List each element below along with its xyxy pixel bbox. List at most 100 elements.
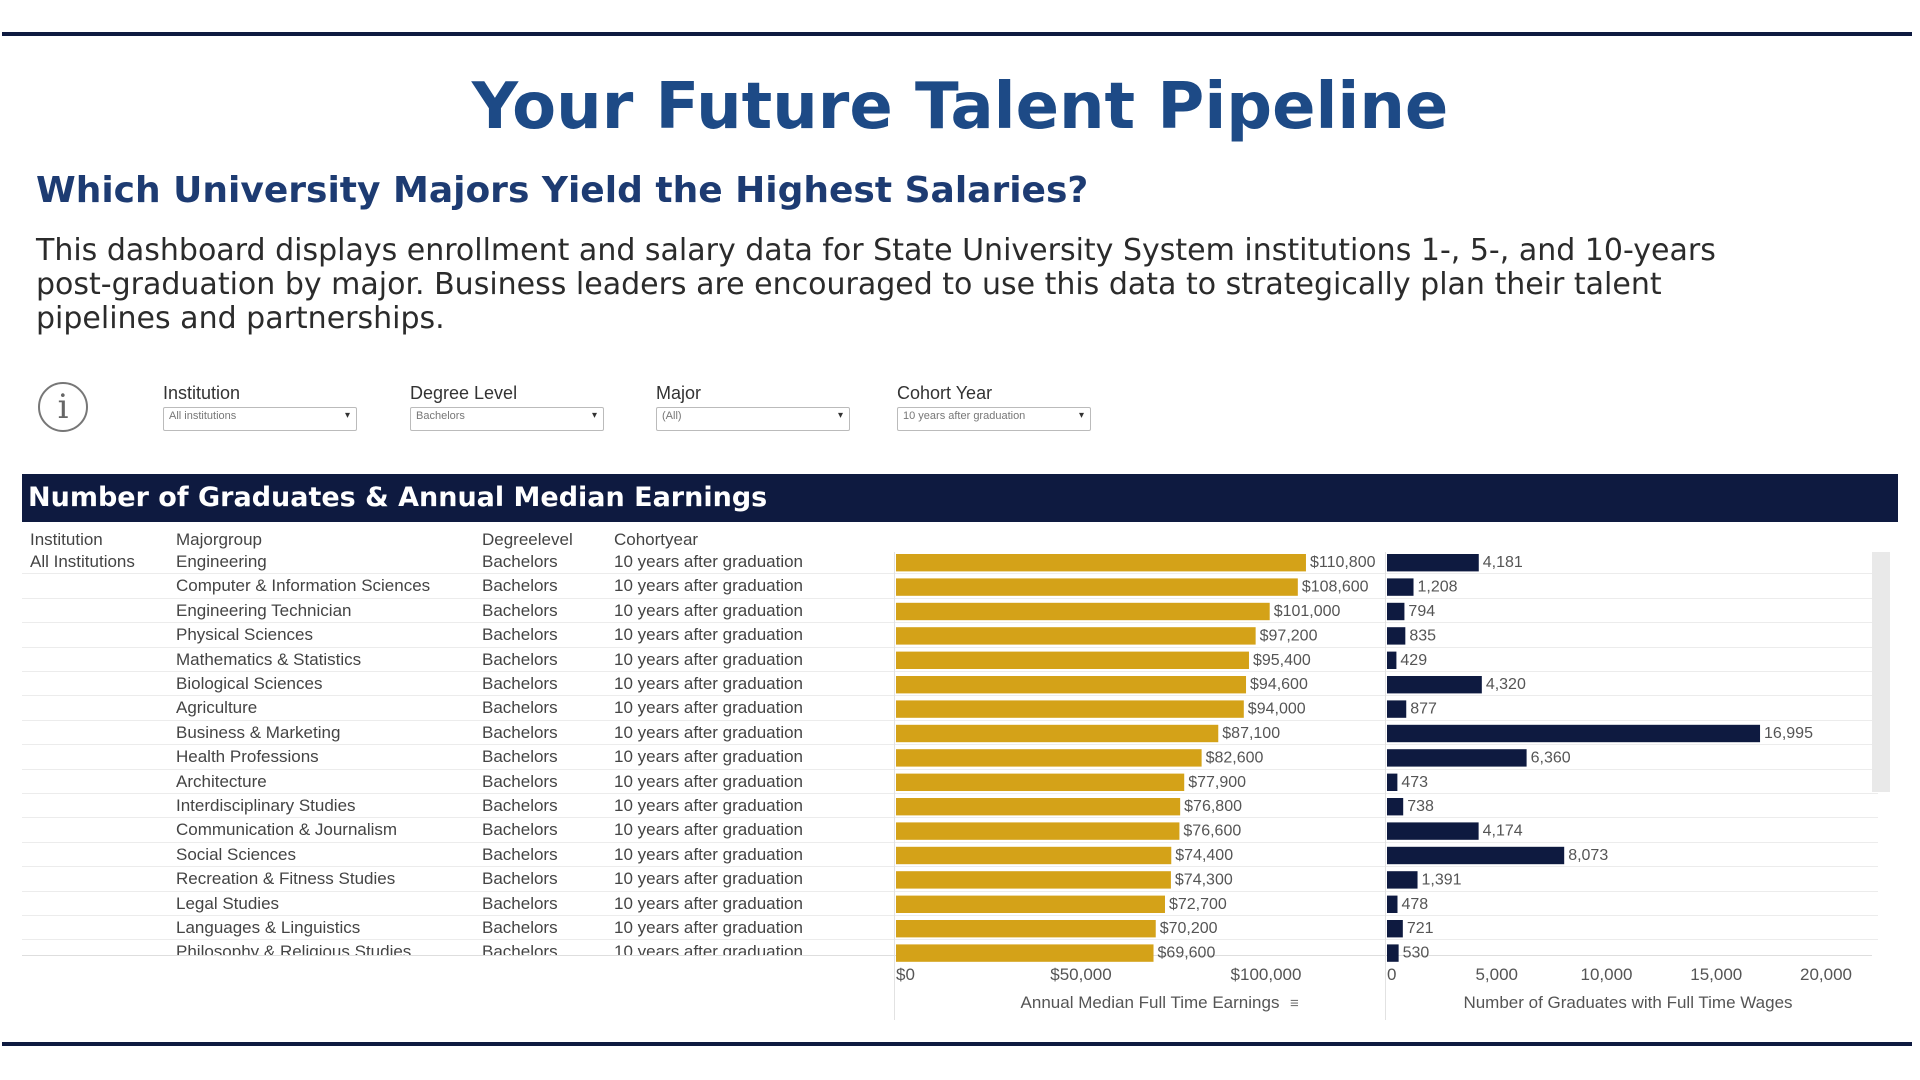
- degreelevel-cell: Bachelors: [482, 918, 558, 937]
- chevron-down-icon: ▾: [837, 410, 843, 421]
- cohortyear-cell: 10 years after graduation: [614, 698, 804, 718]
- majorgroup-cell[interactable]: Languages & Linguistics: [176, 918, 361, 937]
- column-header-degreelevel[interactable]: Degreelevel: [482, 530, 573, 549]
- table-scrollbar[interactable]: [1872, 552, 1890, 792]
- majorgroup-cell[interactable]: Mathematics & Statistics: [176, 649, 362, 669]
- majorgroup-cell[interactable]: Biological Sciences: [176, 674, 323, 693]
- degree-level-dropdown[interactable]: Bachelors ▾: [410, 407, 604, 431]
- graduates-tick-label: 5,000: [1475, 965, 1518, 984]
- cohortyear-cell: 10 years after graduation: [614, 552, 804, 571]
- degreelevel-cell: Bachelors: [482, 844, 558, 864]
- degreelevel-cell: Bachelors: [482, 893, 558, 913]
- major-dropdown-value: (All): [662, 410, 682, 422]
- majorgroup-cell[interactable]: Recreation & Fitness Studies: [176, 869, 396, 889]
- degreelevel-cell: Bachelors: [482, 722, 558, 742]
- table-row: Health Professions Bachelors 10 years afte…: [22, 745, 1878, 770]
- table-row: Architecture Bachelors 10 years after grad…: [22, 770, 1878, 794]
- degreelevel-cell: Bachelors: [482, 600, 558, 620]
- filter-cohort-year: Cohort Year 10 years after graduation ▾: [897, 383, 1091, 431]
- column-header-institution[interactable]: Institution: [30, 530, 103, 549]
- table-row: Communication & Journalism Bachelors 10 ye…: [22, 818, 1878, 843]
- institution-dropdown-value: All institutions: [169, 410, 237, 422]
- table-row: Languages & Linguistics Bachelors 10 years…: [22, 916, 1878, 941]
- majorgroup-cell[interactable]: Health Professions: [176, 747, 319, 767]
- cohort-year-dropdown-value: 10 years after graduation: [903, 410, 1026, 422]
- majorgroup-cell[interactable]: Computer & Information Sciences: [176, 576, 431, 596]
- chevron-down-icon: ▾: [591, 410, 597, 421]
- column-header-majorgroup[interactable]: Majorgroup: [176, 530, 262, 549]
- cohortyear-cell: 10 years after graduation: [614, 771, 804, 791]
- cohortyear-cell: 10 years after graduation: [614, 844, 804, 864]
- earnings-tick-label: $100,000: [1231, 965, 1302, 984]
- page-description: This dashboard displays enrollment and s…: [36, 233, 1716, 336]
- cohortyear-cell: 10 years after graduation: [614, 820, 804, 840]
- page-title: Your Future Talent Pipeline: [471, 70, 1449, 144]
- major-dropdown[interactable]: (All) ▾: [656, 407, 850, 431]
- degreelevel-cell: Bachelors: [482, 576, 558, 596]
- majorgroup-cell[interactable]: Engineering: [176, 552, 267, 571]
- graduates-tick-label: 15,000: [1690, 965, 1742, 984]
- majorgroup-cell[interactable]: Physical Sciences: [176, 625, 314, 645]
- filter-degree-level: Degree Level Bachelors ▾: [410, 383, 604, 431]
- degreelevel-cell: Bachelors: [482, 625, 558, 645]
- majorgroup-cell[interactable]: Legal Studies: [176, 893, 280, 913]
- majorgroup-cell[interactable]: Agriculture: [176, 698, 258, 718]
- degreelevel-cell: Bachelors: [482, 869, 558, 889]
- top-rule: [2, 32, 1912, 36]
- section-header: Number of Graduates & Annual Median Earn…: [22, 474, 1898, 522]
- cohortyear-cell: 10 years after graduation: [614, 893, 804, 913]
- filter-cohort-year-label: Cohort Year: [897, 383, 993, 403]
- table-row: All Institutions Engineering Bachelors 10 y…: [22, 550, 1878, 575]
- cohortyear-cell: 10 years after graduation: [614, 625, 804, 645]
- chevron-down-icon: ▾: [1078, 410, 1084, 421]
- institution-cell: All Institutions: [30, 552, 135, 571]
- earnings-tick-label: $50,000: [1050, 965, 1111, 984]
- section-title: Number of Graduates & Annual Median Earn…: [28, 482, 768, 513]
- majorgroup-cell[interactable]: Philosophy & Religious Studies: [176, 942, 412, 955]
- cohortyear-cell: 10 years after graduation: [614, 942, 804, 955]
- institution-dropdown[interactable]: All institutions ▾: [163, 407, 357, 431]
- column-header-cohortyear[interactable]: Cohortyear: [614, 530, 699, 549]
- filter-degree-level-label: Degree Level: [410, 383, 518, 403]
- table-row: Interdisciplinary Studies Bachelors 10 yea…: [22, 794, 1878, 819]
- degreelevel-cell: Bachelors: [482, 771, 558, 791]
- graduates-tick-label: 10,000: [1581, 965, 1633, 984]
- cohortyear-cell: 10 years after graduation: [614, 649, 804, 669]
- table-row: Recreation & Fitness Studies Bachelors 10 …: [22, 867, 1878, 892]
- graduates-axis-divider: [1385, 552, 1386, 1020]
- table-row: Biological Sciences Bachelors 10 years aft…: [22, 672, 1878, 697]
- filter-major-label: Major: [656, 383, 702, 403]
- table-row: Physical Sciences Bachelors 10 years after…: [22, 623, 1878, 648]
- degreelevel-cell: Bachelors: [482, 698, 558, 718]
- degreelevel-cell: Bachelors: [482, 552, 558, 571]
- data-table: All Institutions Engineering Bachelors 10 y…: [22, 550, 1878, 955]
- chevron-down-icon: ▾: [344, 410, 350, 421]
- info-icon[interactable]: i: [38, 382, 88, 432]
- degree-level-dropdown-value: Bachelors: [416, 410, 465, 422]
- majorgroup-cell[interactable]: Architecture: [176, 771, 267, 791]
- degreelevel-cell: Bachelors: [482, 747, 558, 767]
- degreelevel-cell: Bachelors: [482, 674, 558, 693]
- majorgroup-cell[interactable]: Business & Marketing: [176, 722, 341, 742]
- majorgroup-cell[interactable]: Social Sciences: [176, 844, 297, 864]
- majorgroup-cell[interactable]: Engineering Technician: [176, 600, 352, 620]
- table-row: Philosophy & Religious Studies Bachelors 1…: [22, 940, 1878, 955]
- cohortyear-cell: 10 years after graduation: [614, 796, 804, 815]
- table-row: Computer & Information Sciences Bachelors…: [22, 574, 1878, 599]
- earnings-axis-title: Annual Median Full Time Earnings: [1021, 993, 1280, 1012]
- cohortyear-cell: 10 years after graduation: [614, 722, 804, 742]
- info-icon-glyph: i: [57, 387, 69, 427]
- earnings-axis-divider: [894, 552, 895, 1020]
- cohortyear-cell: 10 years after graduation: [614, 674, 804, 693]
- table-row: Mathematics & Statistics Bachelors 10 year…: [22, 648, 1878, 672]
- graduates-axis-title: Number of Graduates with Full Time Wages: [1463, 993, 1792, 1012]
- majorgroup-cell[interactable]: Communication & Journalism: [176, 820, 398, 840]
- cohort-year-dropdown[interactable]: 10 years after graduation ▾: [897, 407, 1091, 431]
- filter-institution: Institution All institutions ▾: [163, 383, 357, 431]
- graduates-tick-label: 20,000: [1800, 965, 1852, 984]
- cohortyear-cell: 10 years after graduation: [614, 918, 804, 937]
- table-row: Agriculture Bachelors 10 years after gradu…: [22, 696, 1878, 721]
- majorgroup-cell[interactable]: Interdisciplinary Studies: [176, 796, 356, 815]
- table-row: Engineering Technician Bachelors 10 years …: [22, 599, 1878, 624]
- filter-institution-label: Institution: [163, 383, 241, 403]
